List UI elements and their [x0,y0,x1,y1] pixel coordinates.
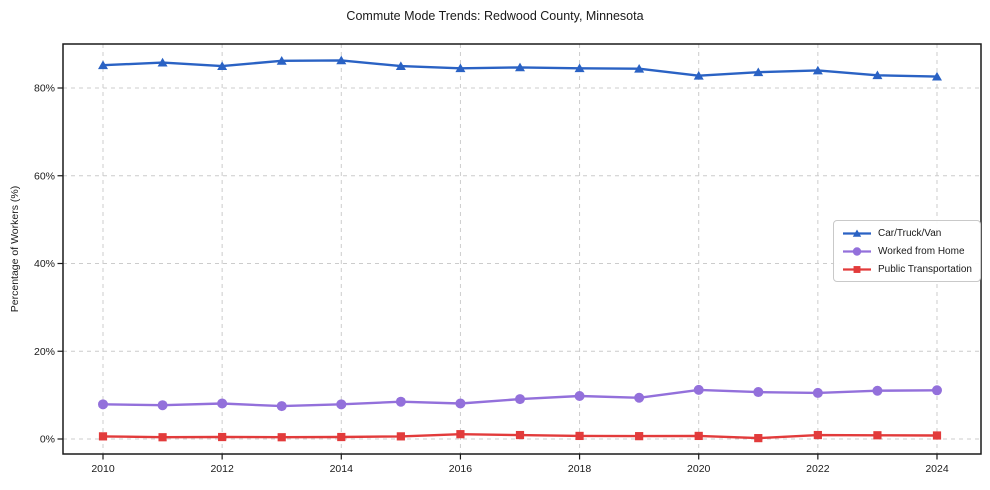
x-tick-label: 2024 [925,463,949,475]
chart-title: Commute Mode Trends: Redwood County, Min… [346,9,644,23]
y-tick-label: 60% [34,170,55,182]
square-marker-icon [843,265,871,273]
series-car-truck-van [98,55,942,81]
series-public-transportation [98,430,942,443]
legend-label: Worked from Home [878,245,965,257]
y-tick-label: 40% [34,258,55,270]
axis-ticks: 0% 20% 40% 60% 80% 2010 2012 2014 2016 2018 2020 20… [34,83,949,475]
y-tick-label: 20% [34,346,55,358]
legend: Car/Truck/Van Worked from Home Public Tran… [833,220,981,282]
x-tick-label: 2018 [568,463,592,475]
legend-item-worked-from-home: Worked from Home [842,242,972,260]
legend-label: Car/Truck/Van [878,227,942,239]
legend-label: Public Transportation [878,263,972,275]
y-tick-label: 0% [40,434,55,446]
x-tick-label: 2022 [806,463,830,475]
legend-item-public-transportation: Public Transportation [842,260,972,278]
plot-border [62,43,982,455]
x-tick-label: 2016 [449,463,473,475]
y-tick-label: 80% [34,83,55,95]
triangle-marker-icon [843,229,871,237]
x-tick-label: 2012 [210,463,234,475]
x-tick-label: 2010 [91,463,115,475]
series-worked-from-home [98,384,942,412]
circle-marker-icon [843,246,871,256]
x-tick-label: 2020 [687,463,711,475]
x-tick-label: 2014 [330,463,354,475]
legend-item-car-truck-van: Car/Truck/Van [842,224,972,242]
